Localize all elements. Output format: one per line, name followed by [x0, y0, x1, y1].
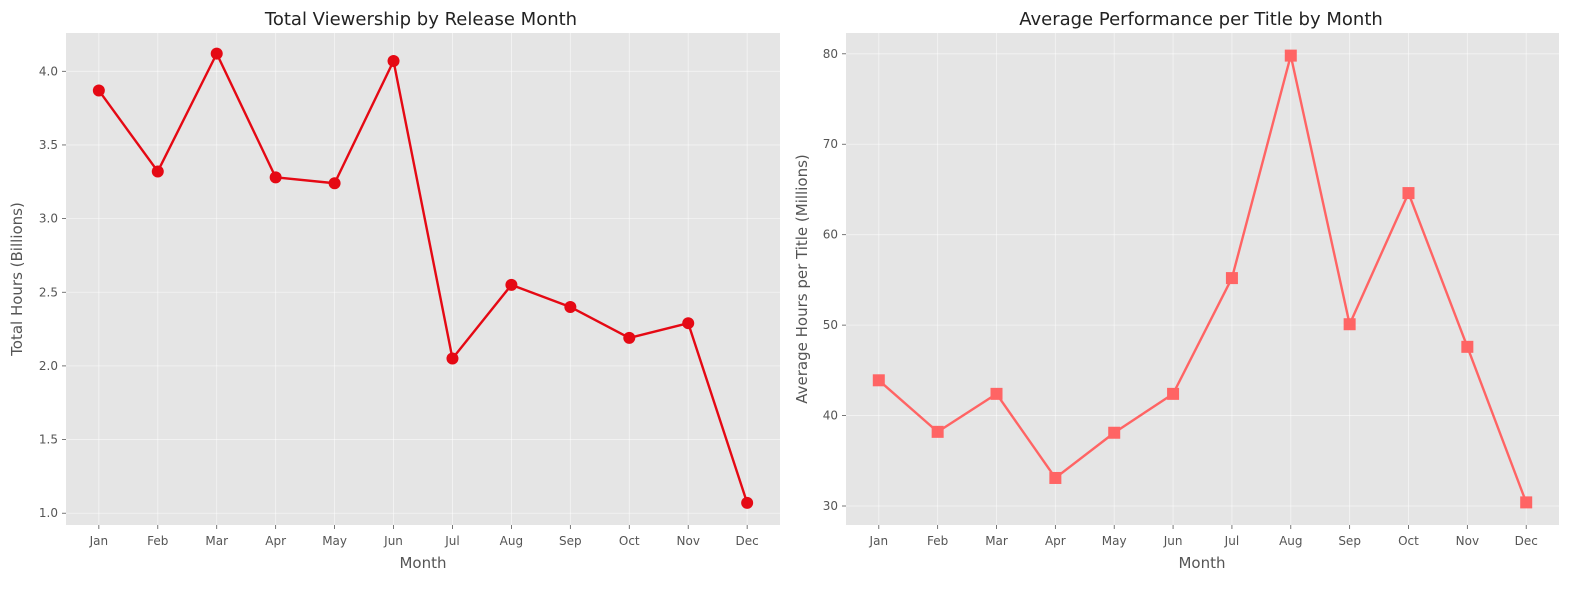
- y-tick-label: 3.0: [39, 212, 58, 226]
- x-tick-label: Oct: [1398, 534, 1419, 548]
- x-tick-label: Dec: [736, 534, 759, 548]
- plot-area: [846, 33, 1559, 525]
- y-tick-label: 60: [823, 228, 838, 242]
- x-axis: Jan Feb Mar Apr May Jun Jul Aug Sep Oct Nov Dec: [89, 525, 759, 548]
- x-tick-label: Apr: [265, 534, 286, 548]
- y-tick-label: 1.0: [39, 506, 58, 520]
- x-tick-label: Feb: [147, 534, 168, 548]
- data-point: [872, 374, 885, 387]
- x-tick-label: Mar: [985, 534, 1008, 548]
- data-point: [990, 387, 1003, 400]
- x-tick-label: Aug: [1279, 534, 1302, 548]
- data-point: [1343, 318, 1356, 331]
- y-axis-label: Average Hours per Title (Millions): [793, 154, 811, 404]
- data-point: [1225, 272, 1238, 285]
- data-point: [1108, 426, 1121, 439]
- x-tick-label: Jan: [869, 534, 889, 548]
- data-point: [564, 300, 577, 313]
- x-tick-label: Sep: [1338, 534, 1361, 548]
- x-tick-label: Mar: [205, 534, 228, 548]
- y-axis: 30 40 50 60 70 80: [823, 47, 846, 513]
- x-tick-label: May: [322, 534, 347, 548]
- data-point: [1520, 496, 1533, 509]
- grid: [66, 33, 780, 525]
- y-tick-label: 3.5: [39, 138, 58, 152]
- x-tick-label: Nov: [677, 534, 700, 548]
- x-tick-label: Feb: [927, 534, 948, 548]
- data-point: [446, 352, 459, 365]
- x-tick-label: Dec: [1515, 534, 1538, 548]
- y-axis-label: Total Hours (Billions): [8, 202, 26, 357]
- x-tick-label: Jun: [383, 534, 403, 548]
- y-tick-label: 80: [823, 47, 838, 61]
- y-tick-label: 50: [823, 318, 838, 332]
- x-axis-label: Month: [1178, 554, 1225, 572]
- x-tick-label: Jun: [1163, 534, 1183, 548]
- data-point: [387, 54, 400, 67]
- data-point: [1461, 340, 1474, 353]
- y-tick-label: 1.5: [39, 433, 58, 447]
- data-point: [92, 84, 105, 97]
- x-tick-label: Jul: [444, 534, 459, 548]
- x-axis-label: Month: [399, 554, 446, 572]
- data-point: [623, 331, 636, 344]
- data-point: [151, 165, 164, 178]
- data-point: [741, 496, 754, 509]
- series-line: [97, 52, 749, 504]
- data-point: [1402, 187, 1415, 200]
- y-axis: 1.0 1.5 2.0 2.5 3.0 3.5 4.0: [39, 64, 66, 520]
- data-point: [210, 47, 223, 60]
- series: [872, 49, 1533, 509]
- data-point: [269, 171, 282, 184]
- x-tick-label: Nov: [1456, 534, 1479, 548]
- x-tick-label: Aug: [500, 534, 523, 548]
- series-line: [878, 54, 1528, 503]
- data-point: [682, 317, 695, 330]
- grid: [846, 33, 1559, 525]
- chart-title: Average Performance per Title by Month: [1019, 9, 1383, 30]
- chart-title: Total Viewership by Release Month: [264, 9, 577, 30]
- data-point: [328, 177, 341, 190]
- series: [92, 47, 754, 509]
- plot-area: [66, 33, 780, 525]
- x-tick-label: May: [1102, 534, 1127, 548]
- y-tick-label: 2.5: [39, 285, 58, 299]
- y-tick-label: 70: [823, 137, 838, 151]
- x-tick-label: Oct: [619, 534, 640, 548]
- y-tick-label: 30: [823, 499, 838, 513]
- x-tick-label: Sep: [559, 534, 582, 548]
- chart-average-performance: Average Performance per Title by Month J…: [793, 9, 1559, 572]
- data-point: [1049, 471, 1062, 484]
- chart-total-viewership: Total Viewership by Release Month Jan Feb…: [8, 9, 780, 572]
- data-point: [931, 425, 944, 438]
- y-tick-label: 4.0: [39, 64, 58, 78]
- x-axis: Jan Feb Mar Apr May Jun Jul Aug Sep Oct Nov Dec: [869, 525, 1538, 548]
- y-tick-label: 2.0: [39, 359, 58, 373]
- y-tick-label: 40: [823, 409, 838, 423]
- data-point: [1284, 49, 1297, 62]
- x-tick-label: Jul: [1224, 534, 1239, 548]
- data-point: [505, 278, 518, 291]
- x-tick-label: Apr: [1045, 534, 1066, 548]
- x-tick-label: Jan: [89, 534, 109, 548]
- data-point: [1167, 387, 1180, 400]
